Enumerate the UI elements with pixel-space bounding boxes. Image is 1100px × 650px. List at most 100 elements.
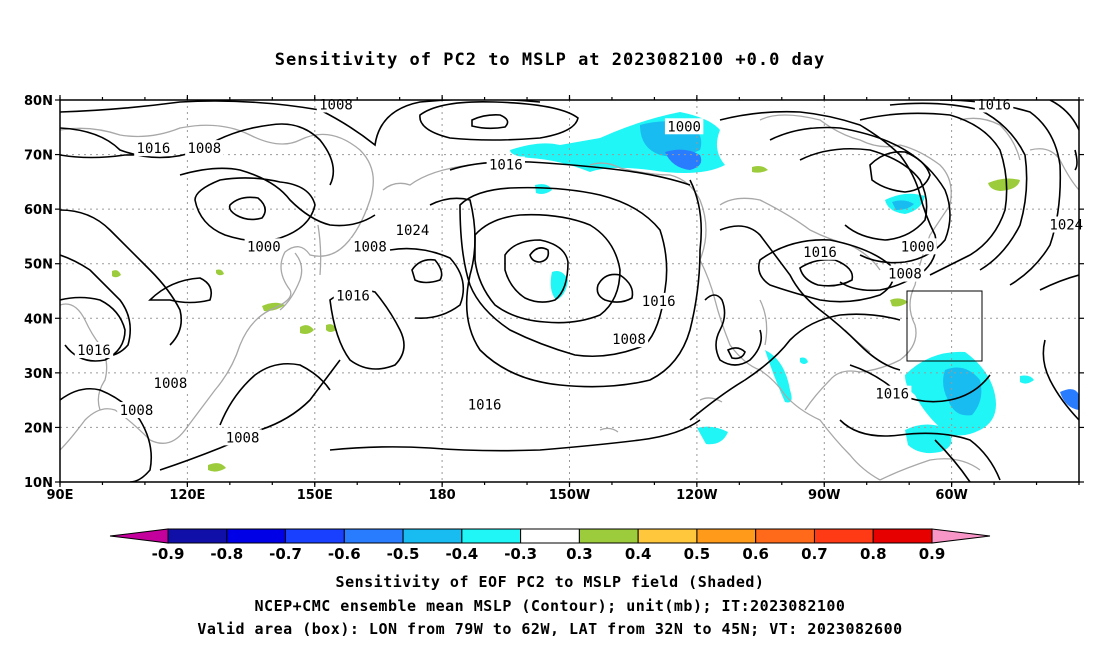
colorbar-segment <box>402 528 463 544</box>
lat-tick-label: 20N <box>24 421 53 436</box>
caption-shading: Sensitivity of EOF PC2 to MSLP field (Sh… <box>335 573 765 591</box>
contour-label-bg <box>393 221 432 238</box>
contour-label: 1024 <box>1049 218 1083 234</box>
lon-tick-label: 60W <box>935 488 967 503</box>
lon-tick-label: 120W <box>676 488 717 503</box>
lon-tick-label: 90W <box>808 488 840 503</box>
colorbar-min-arrow <box>109 528 169 544</box>
lon-tick-label: 120E <box>169 488 205 503</box>
contour-label: 1016 <box>977 97 1011 113</box>
contour-label: 1000 <box>667 119 701 135</box>
colorbar-tick-label: 0.8 <box>860 545 887 563</box>
colorbar-segment <box>755 528 815 544</box>
contour-label: 1016 <box>468 398 502 414</box>
colorbar-tick-label: -0.6 <box>328 545 361 563</box>
contour-label: 1016 <box>875 387 909 403</box>
colorbar-tick-label: -0.3 <box>504 545 537 563</box>
contour-label: 1008 <box>353 239 387 255</box>
contour-label-bg <box>117 402 156 419</box>
colorbar-tick-label: -0.9 <box>152 545 185 563</box>
contour-label-bg <box>639 292 678 309</box>
caption-valid-area: Valid area (box): LON from 79W to 62W, L… <box>197 620 903 638</box>
lat-tick-label: 30N <box>24 367 53 382</box>
contour-label: 1000 <box>247 239 281 255</box>
colorbar-segment <box>578 528 639 544</box>
contour-label: 1008 <box>120 403 154 419</box>
contour-label: 1008 <box>187 141 221 157</box>
lat-tick-label: 40N <box>24 312 53 327</box>
colorbar-segment <box>461 528 522 544</box>
colorbar-segment <box>520 528 580 544</box>
contour-label: 1016 <box>137 141 171 157</box>
contour-label: 1008 <box>612 332 646 348</box>
valid-area-box <box>906 290 983 362</box>
contour-label: 1000 <box>901 239 935 255</box>
colorbar-tick-label: -0.5 <box>387 545 420 563</box>
colorbar-labels: -0.9 -0.8 -0.7 -0.6 -0.5 -0.4 -0.3 0.3 0.4 0.5 0.6… <box>152 545 946 563</box>
contour-label-bg <box>185 140 224 157</box>
contour-label: 1016 <box>336 288 370 304</box>
lon-tick-label: 90E <box>47 488 74 503</box>
lat-tick-label: 70N <box>24 149 53 164</box>
latitude-axis: 80N 70N 60N 50N 40N 30N 20N 10N <box>24 94 53 491</box>
map-title: Sensitivity of PC2 to MSLP at 2023082100… <box>274 50 826 70</box>
colorbar <box>109 528 991 544</box>
contour-label-bg <box>350 238 390 255</box>
lon-tick-label: 150W <box>549 488 590 503</box>
contour-label: 1008 <box>154 376 188 392</box>
lat-tick-label: 60N <box>24 203 53 218</box>
contour-label-bg <box>898 238 937 255</box>
lat-tick-label: 50N <box>24 258 53 273</box>
colorbar-tick-label: -0.8 <box>210 545 243 563</box>
lon-tick-label: 180 <box>429 488 456 503</box>
contour-label-bg <box>74 342 114 359</box>
contour-label-bg <box>885 265 925 282</box>
contour-label: 1024 <box>396 223 430 239</box>
colorbar-segment <box>285 528 345 544</box>
lat-lon-grid <box>60 100 1079 482</box>
contour-label-bg <box>223 429 262 446</box>
contour-label: 1016 <box>77 343 111 359</box>
contour-label-bg <box>134 140 173 157</box>
contour-label-bg <box>151 374 190 391</box>
caption-contours: NCEP+CMC ensemble mean MSLP (Contour); u… <box>254 597 846 615</box>
colorbar-segment <box>872 528 933 544</box>
contour-labels: 1008 1016 1000 1016 1008 1016 1024 1000 1008 1016… <box>74 96 1086 446</box>
contour-label: 1016 <box>642 294 676 310</box>
lat-tick-label: 80N <box>24 94 53 109</box>
colorbar-segment <box>813 528 874 544</box>
colorbar-tick-label: -0.7 <box>269 545 302 563</box>
colorbar-tick-label: 0.6 <box>742 545 769 563</box>
contour-label-bg <box>609 331 649 348</box>
colorbar-tick-label: 0.3 <box>566 545 593 563</box>
lon-tick-label: 150E <box>297 488 333 503</box>
colorbar-segment <box>696 528 757 544</box>
coastlines <box>60 114 1079 481</box>
contour-label: 1016 <box>489 157 523 173</box>
contour-label: 1008 <box>226 430 260 446</box>
lat-tick-label: 10N <box>24 476 53 491</box>
contour-label-bg <box>872 385 912 402</box>
contour-label-bg <box>465 396 504 413</box>
contour-label-bg <box>800 243 840 260</box>
colorbar-segment <box>167 528 228 544</box>
contour-label-bg <box>664 118 704 135</box>
colorbar-tick-label: -0.4 <box>445 545 478 563</box>
colorbar-segment <box>343 528 404 544</box>
colorbar-tick-label: 0.5 <box>684 545 711 563</box>
contour-label-bg <box>486 156 526 173</box>
colorbar-segment <box>637 528 698 544</box>
colorbar-max-arrow <box>931 528 991 544</box>
map-panel: 1008 1016 1000 1016 1008 1016 1024 1000 1008 1016… <box>59 96 1086 483</box>
contour-label: 1016 <box>803 245 837 261</box>
contour-label: 1008 <box>319 97 353 113</box>
contour-label-bg <box>333 287 373 304</box>
colorbar-tick-label: 0.9 <box>919 545 946 563</box>
colorbar-segment <box>226 528 287 544</box>
longitude-axis: 90E 120E 150E 180 150W 120W 90W 60W <box>47 488 968 503</box>
contour-label: 1008 <box>888 267 922 283</box>
colorbar-tick-label: 0.7 <box>801 545 828 563</box>
colorbar-tick-label: 0.4 <box>625 545 652 563</box>
contour-label-bg <box>244 238 283 255</box>
